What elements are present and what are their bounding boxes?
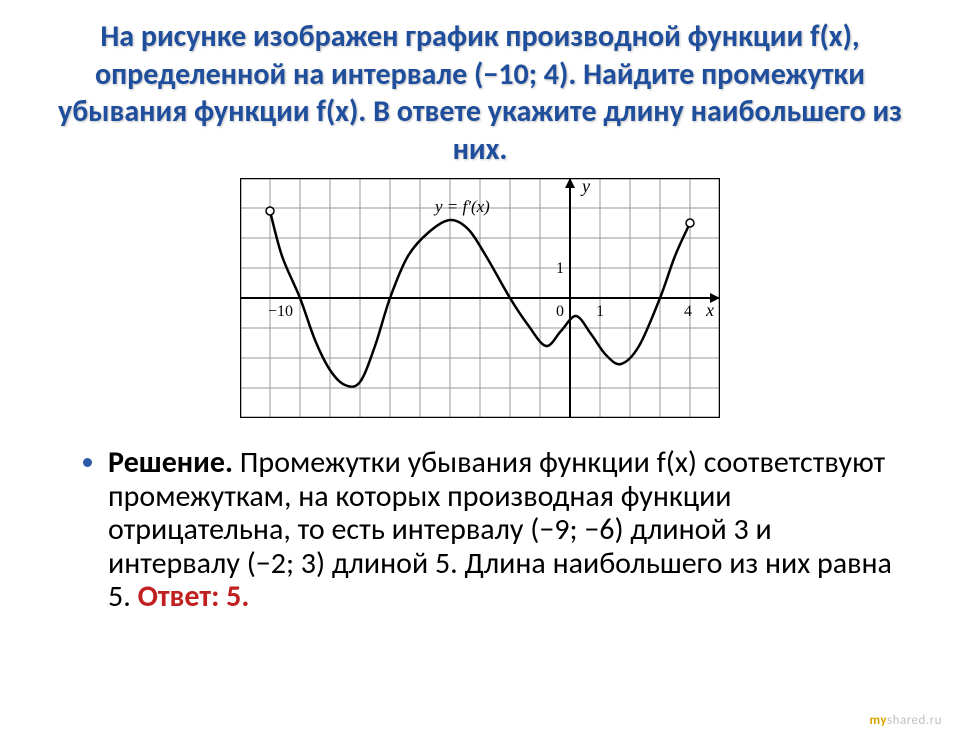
svg-text:0: 0 <box>556 303 564 320</box>
answer-label: Ответ: 5. <box>138 578 250 615</box>
svg-text:1: 1 <box>596 303 604 320</box>
svg-text:y: y <box>580 178 590 196</box>
svg-text:x: x <box>705 300 714 320</box>
solution-block: Решение. Промежутки убывания функции f(x… <box>80 445 900 614</box>
svg-text:4: 4 <box>684 303 692 320</box>
watermark-prefix: my <box>870 713 888 728</box>
svg-text:−10: −10 <box>268 303 293 320</box>
svg-text:1: 1 <box>556 260 564 277</box>
watermark-rest: shared.ru <box>887 713 942 728</box>
svg-text:y = f′(x): y = f′(x) <box>433 197 490 216</box>
watermark: myshared.ru <box>870 713 942 728</box>
solution-label: Решение. <box>108 444 233 481</box>
problem-title: На рисунке изображен график производной … <box>40 18 920 168</box>
derivative-chart: y x −10 0 1 4 1 y = f′(x) <box>240 178 720 423</box>
